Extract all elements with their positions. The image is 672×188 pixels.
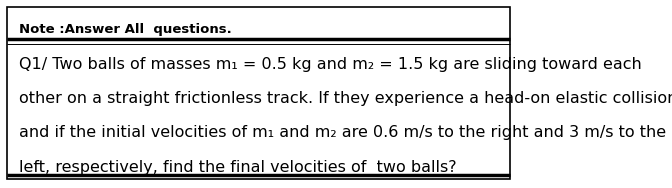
Text: left, respectively, find the final velocities of  two balls?: left, respectively, find the final veloc… <box>19 160 457 175</box>
Text: and if the initial velocities of m₁ and m₂ are 0.6 m/s to the right and 3 m/s to: and if the initial velocities of m₁ and … <box>19 125 667 140</box>
Text: Note :Answer All  questions.: Note :Answer All questions. <box>19 23 232 36</box>
FancyBboxPatch shape <box>7 7 509 179</box>
Text: Q1/ Two balls of masses m₁ = 0.5 kg and m₂ = 1.5 kg are sliding toward each: Q1/ Two balls of masses m₁ = 0.5 kg and … <box>19 57 642 72</box>
Text: other on a straight frictionless track. If they experience a head-on elastic col: other on a straight frictionless track. … <box>19 91 672 106</box>
